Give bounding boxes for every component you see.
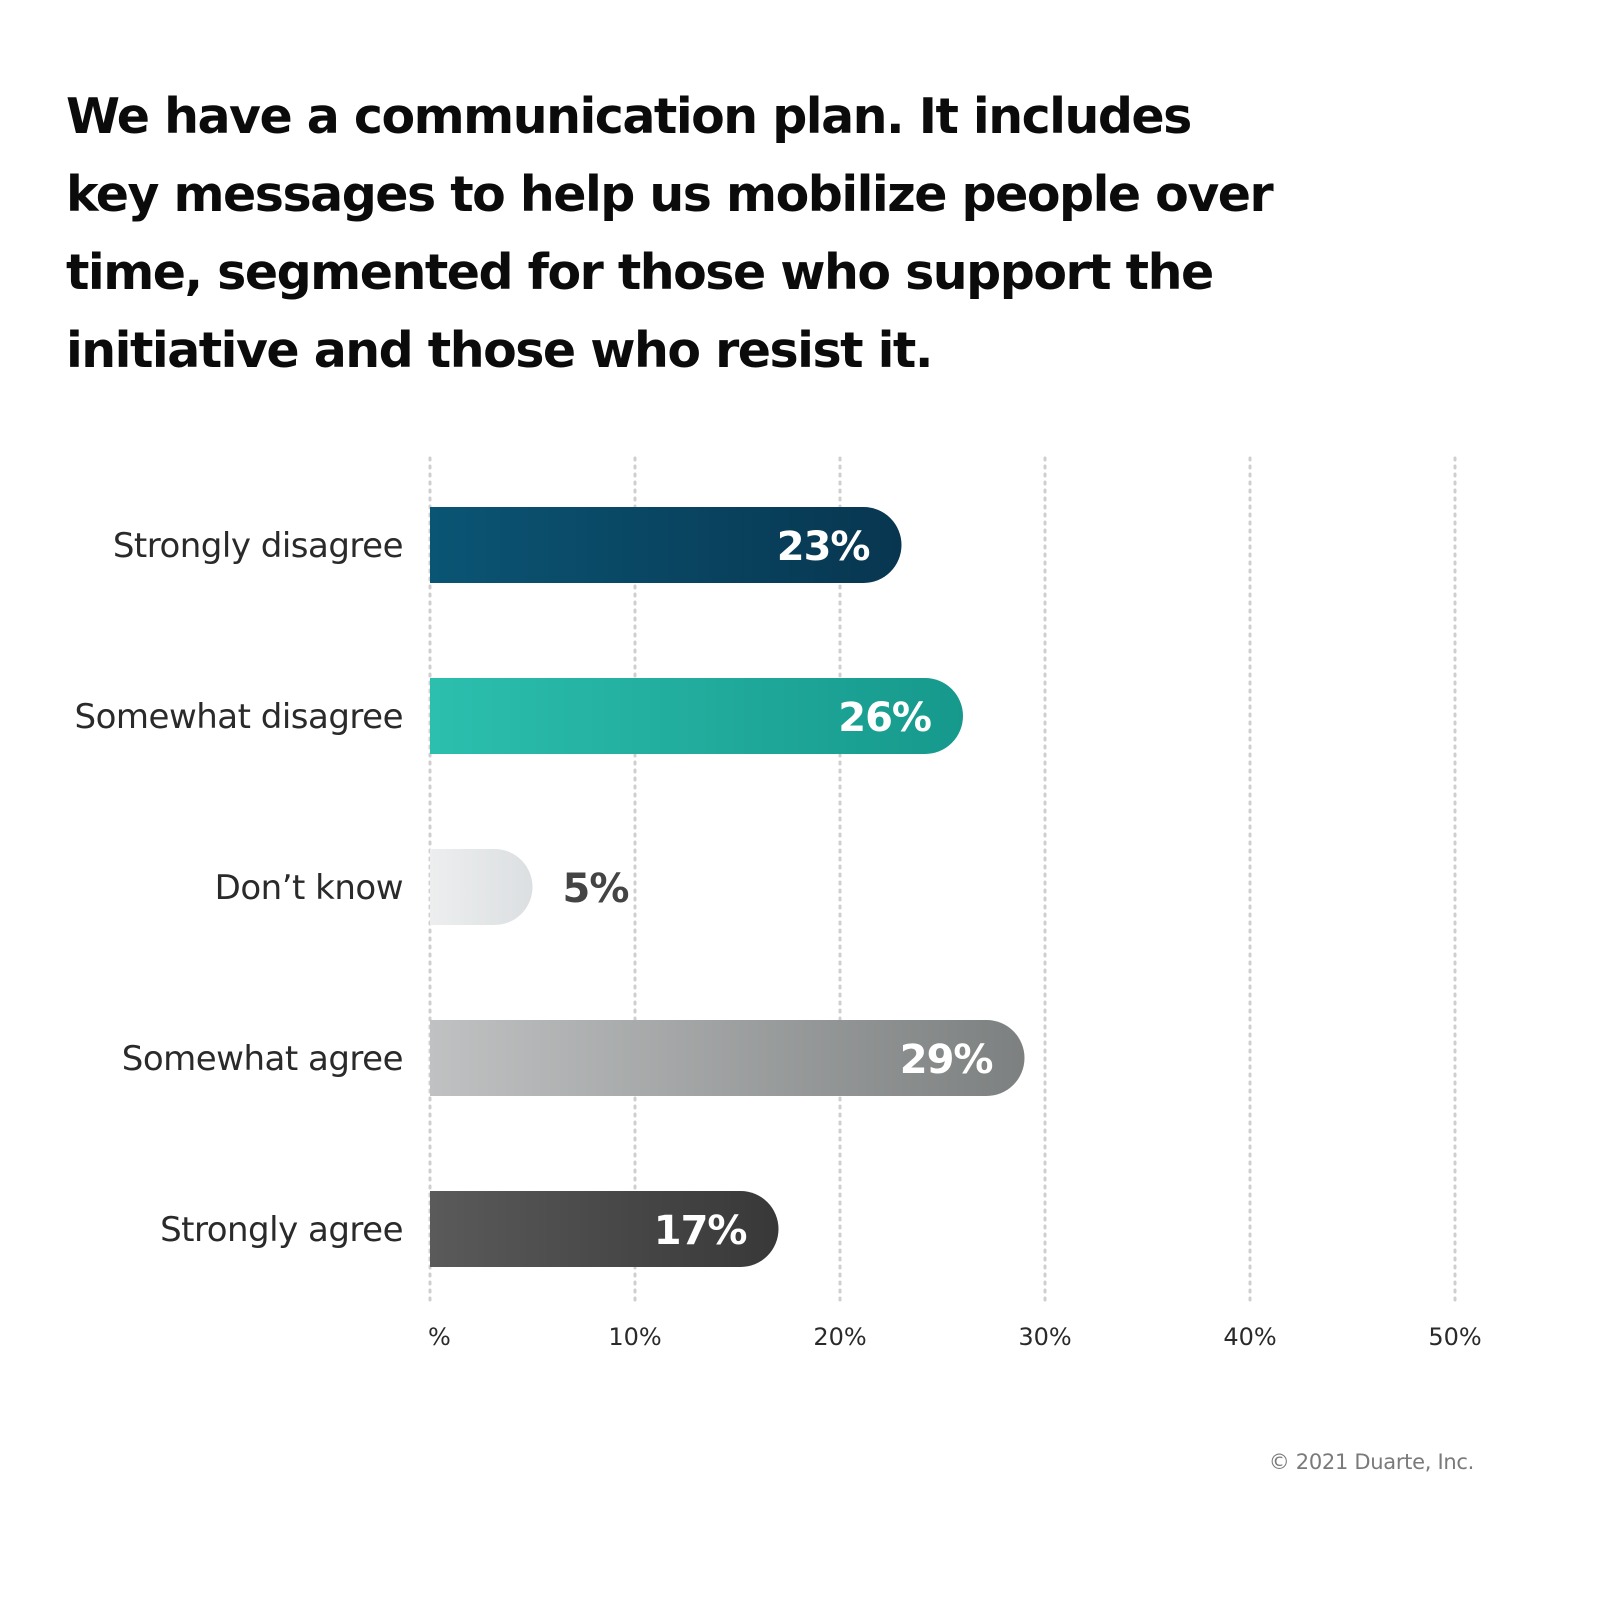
x-tick-label: 40% [1223, 1323, 1276, 1351]
copyright-notice: © 2021 Duarte, Inc. [1268, 1450, 1475, 1474]
data-label: 29% [900, 1037, 993, 1083]
data-label: 26% [838, 695, 931, 741]
data-label: 5% [563, 866, 629, 912]
data-label: 17% [654, 1208, 747, 1254]
x-tick-label: % [428, 1323, 451, 1351]
data-label: 23% [777, 524, 870, 570]
chart-title: We have a communication plan. It include… [66, 88, 1274, 379]
bar [430, 1191, 779, 1267]
x-tick-label: 20% [813, 1323, 866, 1351]
category-label: Don’t know [215, 868, 403, 908]
category-label: Strongly agree [160, 1210, 403, 1250]
bar [430, 678, 963, 754]
x-tick-label: 30% [1018, 1323, 1071, 1351]
bar [430, 1020, 1025, 1096]
category-label: Strongly disagree [113, 526, 403, 566]
category-label: Somewhat disagree [75, 697, 403, 737]
x-tick-label: 50% [1428, 1323, 1481, 1351]
bar [430, 507, 902, 583]
x-tick-label: 10% [608, 1323, 661, 1351]
category-label: Somewhat agree [122, 1039, 403, 1079]
bar [430, 849, 533, 925]
